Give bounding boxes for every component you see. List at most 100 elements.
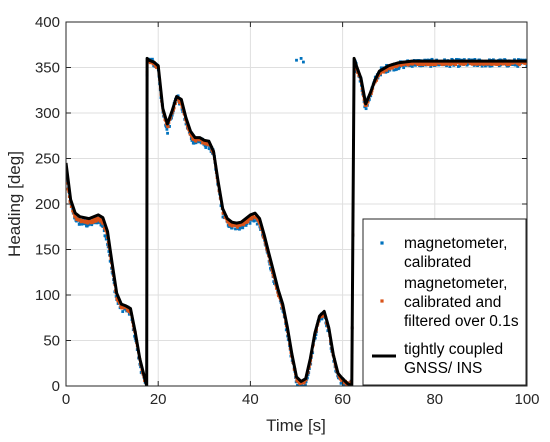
series-1-point bbox=[115, 296, 119, 300]
series-0-point bbox=[77, 222, 81, 226]
series-1-point bbox=[434, 63, 438, 67]
legend-entry-0: magnetometer, calibrated bbox=[380, 235, 507, 271]
series-1-point bbox=[194, 139, 198, 143]
series-1-point bbox=[365, 103, 369, 107]
series-0-point bbox=[429, 65, 433, 68]
legend-label-0-0: magnetometer, bbox=[404, 235, 507, 252]
series-0-point bbox=[515, 63, 519, 67]
series-1-point bbox=[250, 217, 254, 220]
series-1-point bbox=[321, 314, 324, 318]
series-0-point bbox=[462, 58, 466, 61]
series-2 bbox=[66, 56, 527, 386]
series-1-point bbox=[302, 381, 306, 385]
series-0-point bbox=[121, 310, 125, 313]
legend-entry-1: magnetometer, calibrated and filtered over… bbox=[380, 275, 519, 330]
series-1-point bbox=[297, 380, 301, 383]
series-0-point bbox=[339, 381, 343, 385]
series-0-point bbox=[106, 243, 109, 246]
series-0-point bbox=[104, 237, 108, 241]
y-tick-label-5: 250 bbox=[35, 151, 60, 168]
series-0-point bbox=[525, 65, 527, 68]
legend-label-0-1: calibrated bbox=[404, 254, 471, 271]
series-0-point bbox=[252, 219, 256, 223]
series-2-line bbox=[66, 56, 527, 386]
series-0-point bbox=[304, 383, 307, 386]
series-0-extra-point-0 bbox=[295, 58, 298, 62]
series-0-point bbox=[395, 68, 398, 71]
series-1-point bbox=[74, 215, 78, 218]
series-0-point bbox=[248, 221, 252, 225]
series-0-point bbox=[241, 226, 245, 230]
x-axis-title: Time [s] bbox=[266, 416, 326, 435]
y-tick-label-2: 100 bbox=[35, 287, 60, 304]
series-0-point bbox=[397, 66, 401, 70]
series-0-point bbox=[458, 64, 462, 68]
x-tick-label-0: 0 bbox=[62, 391, 70, 408]
y-tick-label-3: 150 bbox=[35, 242, 60, 259]
series-0-point bbox=[75, 219, 78, 223]
y-tick-label-7: 350 bbox=[35, 60, 60, 77]
series-1-point bbox=[523, 62, 527, 65]
series-0-point bbox=[83, 222, 87, 226]
x-tick-label-5: 100 bbox=[514, 391, 539, 408]
series-0-point bbox=[414, 63, 417, 67]
series-0-point bbox=[244, 224, 248, 227]
series-0-point bbox=[320, 317, 324, 321]
series-0-point bbox=[194, 141, 198, 145]
series-0-extra-point-1 bbox=[299, 57, 303, 60]
series-1-point bbox=[449, 63, 452, 66]
series-0-point bbox=[410, 65, 414, 68]
series-1-point bbox=[501, 62, 505, 66]
series-0-point bbox=[296, 384, 300, 386]
series-1-point bbox=[94, 216, 98, 220]
series-0-point bbox=[488, 64, 492, 68]
y-tick-label-4: 200 bbox=[35, 196, 60, 213]
series-1-point bbox=[454, 63, 458, 67]
x-tick-label-3: 60 bbox=[334, 391, 351, 408]
series-1-point bbox=[193, 137, 197, 141]
x-tick-label-1: 20 bbox=[150, 391, 167, 408]
series-1-point bbox=[91, 217, 95, 221]
series-0-point bbox=[473, 58, 477, 61]
legend-label-2-1: GNSS/ INS bbox=[404, 360, 482, 377]
series-1-point bbox=[375, 78, 379, 82]
series-1-point bbox=[464, 62, 468, 66]
series-1-point bbox=[227, 221, 231, 224]
series-1-point bbox=[391, 66, 394, 70]
y-tick-label-6: 300 bbox=[35, 105, 60, 122]
series-1-point bbox=[100, 218, 104, 222]
y-tick-label-0: 0 bbox=[52, 378, 60, 395]
series-1-point bbox=[366, 100, 370, 104]
series-0-point bbox=[516, 64, 520, 68]
series-0-point bbox=[513, 63, 517, 67]
series-0-point bbox=[184, 122, 188, 126]
series-0-point bbox=[204, 146, 208, 149]
legend: magnetometer, calibrated magnetometer, cali… bbox=[362, 218, 527, 386]
series-1-point bbox=[166, 125, 170, 129]
series-0-point bbox=[430, 57, 434, 61]
series-1-point bbox=[508, 63, 512, 67]
series-0-point bbox=[107, 250, 111, 253]
series-1-point bbox=[247, 217, 251, 221]
series-0-point bbox=[484, 64, 487, 68]
series-0-point bbox=[150, 57, 154, 61]
legend-label-1-0: magnetometer, bbox=[404, 275, 507, 292]
series-1-point bbox=[406, 63, 410, 67]
y-axis-title: Heading [deg] bbox=[5, 151, 24, 257]
legend-entry-2: tightly coupled GNSS/ INS bbox=[372, 341, 503, 377]
y-tick-label-1: 50 bbox=[43, 333, 60, 350]
series-1-point bbox=[236, 225, 239, 229]
legend-label-1-2: filtered over 0.1s bbox=[404, 313, 519, 330]
series-0-point bbox=[448, 65, 452, 68]
series-0-extra-point-2 bbox=[302, 60, 305, 64]
series-1-point bbox=[177, 99, 181, 102]
series-0-point bbox=[364, 107, 368, 111]
x-tick-label-4: 80 bbox=[426, 391, 443, 408]
series-1-point bbox=[385, 68, 388, 72]
series-1-point bbox=[439, 61, 443, 65]
x-tick-label-2: 40 bbox=[242, 391, 259, 408]
series-1-point bbox=[497, 62, 501, 66]
legend-label-2-0: tightly coupled bbox=[404, 341, 503, 358]
legend-marker-1 bbox=[380, 299, 384, 303]
